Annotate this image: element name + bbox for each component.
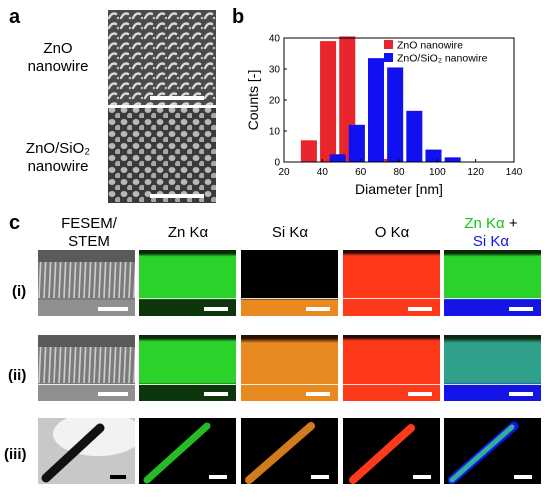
- label-zno-nanowire: ZnO nanowire: [8, 40, 108, 76]
- col-header-o: O Kα: [374, 224, 410, 241]
- scale-bar: [98, 392, 128, 396]
- scale-bar: [110, 475, 126, 479]
- legend-label: ZnO/SiO₂ nanowire: [397, 53, 488, 65]
- scale-bar: [306, 307, 330, 311]
- scale-bar: [408, 392, 432, 396]
- sem-top-view-images: [108, 10, 216, 203]
- label-zno-sio2-nanowire: ZnO/SiO₂ nanowire: [8, 140, 108, 176]
- y-tick-label: 0: [274, 158, 280, 169]
- x-tick-label: 60: [355, 167, 367, 178]
- map-zn-i: [139, 250, 236, 316]
- x-tick-label: 100: [429, 167, 446, 178]
- bar-zno-sio2: [367, 58, 385, 162]
- scale-bar: [509, 392, 533, 396]
- scale-bar: [311, 475, 329, 479]
- scale-bar: [509, 307, 533, 311]
- col-header-fesem-line: STEM: [68, 233, 110, 250]
- y-tick-label: 20: [269, 96, 281, 107]
- panel-label-b: b: [232, 6, 245, 28]
- overlay-plus: +: [504, 215, 518, 232]
- y-tick-label: 40: [269, 34, 281, 45]
- scale-bar: [408, 307, 432, 311]
- map-o-i: [343, 250, 440, 316]
- scale-bar: [150, 194, 204, 198]
- x-tick-label: 120: [467, 167, 484, 178]
- map-o-iii: [343, 418, 440, 484]
- bar-zno-sio2: [425, 149, 442, 162]
- row-label-ii: (ii): [8, 367, 27, 384]
- bar-zno: [377, 158, 394, 162]
- map-overlay-i: [444, 250, 541, 316]
- scale-bar: [204, 307, 228, 311]
- x-axis-label: Diameter [nm]: [355, 181, 443, 197]
- bar-zno-sio2: [406, 110, 423, 162]
- scale-bar: [413, 475, 431, 479]
- col-header-fesem: FESEM/STEM: [34, 215, 144, 251]
- map-si-i: [241, 250, 338, 316]
- row-label-i: (i): [12, 283, 27, 300]
- legend-swatch: [384, 40, 393, 49]
- overlay-si-label: Si Kα: [472, 233, 510, 250]
- x-tick-label: 80: [393, 167, 405, 178]
- label-zno-sio2-line1: ZnO/SiO₂: [25, 140, 91, 157]
- map-o-ii: [343, 335, 440, 401]
- y-tick-label: 10: [269, 127, 281, 138]
- scale-bar: [204, 392, 228, 396]
- map-si-ii: [241, 335, 338, 401]
- legend-label: ZnO nanowire: [397, 40, 463, 52]
- map-overlay-ii: [444, 335, 541, 401]
- scale-bar: [98, 307, 128, 311]
- scale-bar: [209, 475, 227, 479]
- col-header-fesem-line: FESEM/: [61, 215, 117, 232]
- label-zno-line1: ZnO: [43, 40, 73, 57]
- bar-zno-sio2: [387, 67, 404, 162]
- y-axis-label: Counts [-]: [245, 70, 261, 131]
- col-header-zn: Zn Kα: [167, 224, 209, 241]
- x-tick-label: 140: [506, 167, 523, 178]
- map-si-iii: [241, 418, 338, 484]
- scale-bar: [150, 96, 204, 100]
- legend-swatch: [384, 53, 393, 62]
- bar-zno-sio2: [329, 154, 346, 162]
- x-tick-label: 40: [317, 167, 329, 178]
- bar-zno-sio2: [348, 124, 365, 162]
- label-zno-line2: nanowire: [27, 58, 89, 75]
- fesem-image-i: [38, 250, 135, 316]
- map-zn-iii: [139, 418, 236, 484]
- label-zno-sio2-line2: nanowire: [27, 158, 89, 175]
- y-tick-label: 30: [269, 65, 281, 76]
- panel-label-c: c: [9, 212, 21, 234]
- scale-bar: [306, 392, 330, 396]
- sem-zno-image: [108, 10, 216, 105]
- overlay-zn-label: Zn Kα: [464, 215, 505, 232]
- panel-label-a: a: [9, 6, 21, 28]
- row-label-iii: (iii): [4, 446, 27, 463]
- bar-zno: [320, 41, 337, 162]
- fesem-image-ii: [38, 335, 135, 401]
- sem-zno-sio2-image: [108, 108, 216, 203]
- stem-image-iii: [38, 418, 135, 484]
- col-header-si: Si Kα: [271, 224, 309, 241]
- x-tick-label: 20: [278, 167, 290, 178]
- col-header-overlay: Zn Kα + Si Kα: [436, 215, 546, 251]
- bar-zno-sio2: [444, 157, 461, 162]
- scale-bar: [514, 475, 532, 479]
- histogram-chart: 20 40 60 80 100 120 140 0 10 20 30 40 Diameter [nm] C…: [245, 34, 523, 198]
- map-overlay-iii: [444, 418, 541, 484]
- map-zn-ii: [139, 335, 236, 401]
- bar-zno: [300, 140, 317, 162]
